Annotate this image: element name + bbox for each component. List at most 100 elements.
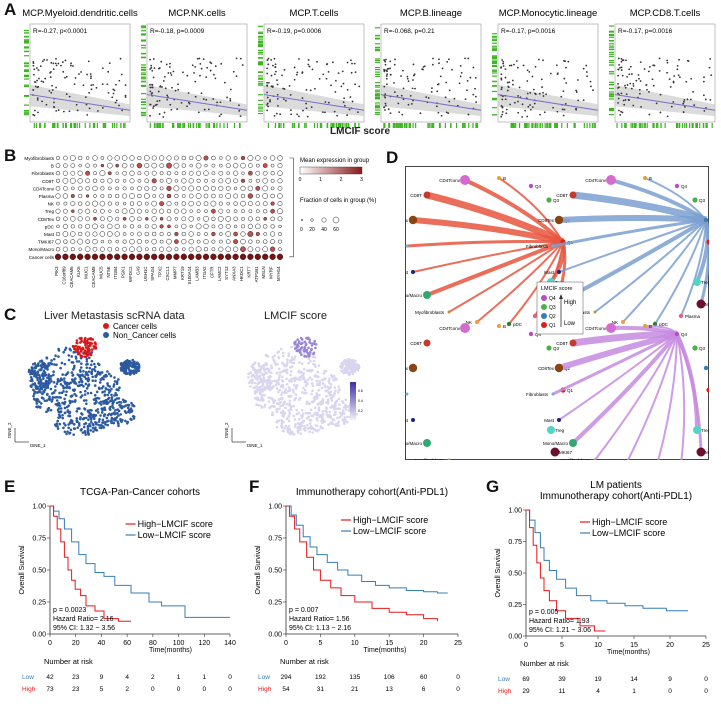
dotplot-dot — [115, 163, 120, 168]
tsne-non-cancer-point — [109, 405, 112, 409]
dotplot-dot — [63, 186, 68, 191]
scatter-point — [205, 76, 208, 79]
dotplot-dot — [196, 209, 201, 214]
dotplot-dot — [136, 253, 143, 260]
dotplot-dot — [195, 162, 202, 169]
scatter-point — [151, 83, 153, 86]
scatter-point — [638, 88, 641, 91]
scatter-point — [626, 84, 629, 86]
dotplot-dot — [159, 186, 164, 191]
tsne-score-point — [282, 429, 285, 433]
scatter-point — [87, 60, 90, 63]
tsne-score-point — [290, 345, 293, 349]
tsne-score-point — [323, 384, 327, 387]
dotplot-dot — [225, 215, 232, 222]
tsne-legend-label: Cancer cells — [113, 322, 157, 331]
tsne-non-cancer-point — [42, 385, 45, 389]
tsne-non-cancer-point — [127, 364, 130, 367]
tsne-score-point — [259, 369, 262, 373]
tsne-non-cancer-point — [40, 382, 43, 385]
tsne-score-high-point — [297, 340, 301, 343]
frac-tick: 20 — [309, 227, 315, 233]
tsne-non-cancer-point — [137, 364, 141, 367]
tsne-non-cancer-point — [104, 399, 108, 402]
scatter-point — [214, 65, 217, 68]
tsne-non-cancer-point — [94, 379, 97, 383]
network-node-label: Fibroblasts — [526, 392, 549, 397]
dotplot-row-label: pDC — [45, 224, 55, 229]
tsne-non-cancer-point — [108, 389, 112, 393]
km-xtick-label: 0 — [284, 640, 288, 647]
tsne-non-cancer-point — [66, 381, 70, 385]
dotplot-dot — [77, 208, 83, 214]
dotplot-gene-label: PGK1 — [121, 266, 126, 278]
scatter-point — [402, 87, 405, 90]
tsne-cancer-point — [87, 341, 90, 345]
dotplot-dot — [240, 193, 246, 199]
tsne-score-point — [307, 361, 310, 365]
dotplot-dot — [99, 200, 106, 207]
dotplot-dot — [115, 186, 120, 191]
tsne-cancer-point — [71, 344, 75, 348]
tsne-non-cancer-point — [54, 385, 57, 388]
dotplot-dot — [218, 163, 223, 168]
tsne-non-cancer-point — [92, 417, 96, 421]
tsne-score-point — [351, 358, 354, 362]
scatter-point — [37, 111, 39, 114]
scatter-point — [666, 59, 669, 62]
lm-colorbar-tick: 0.2 — [358, 409, 363, 413]
tsne-score-point — [325, 413, 328, 416]
tsne-score-point — [263, 405, 266, 409]
tsne-score-point — [277, 376, 281, 379]
dotplot-dot — [248, 163, 253, 168]
tsne-non-cancer-point — [127, 361, 131, 365]
km-ylabel: Overall Survival — [495, 548, 502, 597]
tsne-score-point — [336, 416, 339, 420]
scatter-point — [529, 91, 532, 94]
km-risk-title: Number at risk — [520, 659, 569, 668]
tsne-non-cancer-point — [44, 373, 48, 377]
scatter-point — [397, 102, 400, 105]
tsne-non-cancer-point — [97, 397, 101, 400]
tsne-score-point — [337, 424, 340, 428]
network-node-label: Mast — [544, 270, 555, 275]
dotplot-dot — [137, 178, 142, 183]
scatter-point — [565, 66, 567, 69]
dotplot-dot — [122, 246, 127, 252]
tsne-score-point — [308, 376, 312, 379]
km-risk-high-cell: 5 — [100, 686, 104, 693]
scatter-point — [149, 86, 152, 89]
tsne-non-cancer-point — [77, 407, 81, 410]
tsne-non-cancer-point — [83, 393, 87, 396]
dotplot-dot — [233, 239, 239, 245]
scatter-point — [266, 109, 269, 112]
scatter-point — [402, 98, 405, 101]
dotplot-dot — [78, 224, 83, 229]
tsne-non-cancer-point — [36, 371, 40, 374]
tsne-non-cancer-point — [77, 422, 81, 425]
scatter-point — [214, 77, 217, 80]
scatter-point — [191, 64, 194, 67]
scatter-point — [354, 71, 357, 74]
network-node — [569, 191, 577, 199]
scatter-point — [238, 104, 240, 107]
scatter-point — [212, 98, 215, 100]
tsne-score-point — [327, 423, 330, 426]
network-node — [546, 345, 552, 351]
dotplot-dot — [159, 193, 164, 199]
scatter-point — [199, 74, 201, 77]
tsne-score-point — [269, 382, 272, 386]
tsne-cancer-point — [77, 351, 81, 355]
tsne-non-cancer-point — [100, 371, 104, 374]
dotplot-dot — [232, 253, 239, 260]
tsne-score-point — [285, 368, 289, 372]
tsne-score-point — [267, 400, 271, 403]
scatter-point — [448, 100, 451, 103]
dotplot-dot — [218, 170, 224, 176]
tsne-score-point — [257, 388, 261, 392]
network-node-label: Mast — [405, 418, 409, 423]
tsne-non-cancer-point — [62, 422, 66, 425]
dotplot-gene-label: KLK6 — [76, 266, 81, 277]
scatter-point — [165, 63, 168, 66]
dotplot-dot — [159, 178, 164, 183]
